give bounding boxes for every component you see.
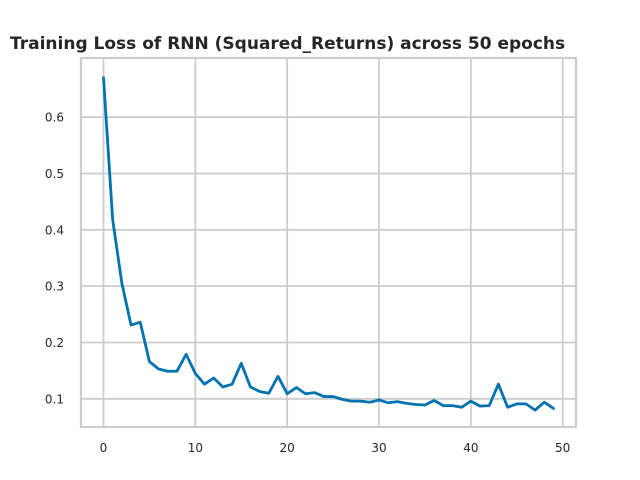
x-tick-label: 40 — [463, 441, 478, 455]
data-point — [240, 362, 243, 365]
data-point — [368, 401, 372, 404]
y-tick-label: 0.4 — [45, 223, 64, 237]
data-point — [194, 372, 197, 375]
y-tick-label: 0.1 — [45, 392, 64, 406]
data-point — [497, 382, 500, 386]
data-point — [276, 375, 280, 378]
data-point — [184, 353, 188, 356]
data-point — [157, 367, 160, 371]
y-tick-label: 0.5 — [45, 167, 64, 181]
data-point — [304, 392, 307, 395]
chart-title: Training Loss of RNN (Squared_Returns) a… — [10, 34, 565, 54]
data-point — [469, 399, 473, 403]
data-point — [478, 404, 482, 408]
data-point — [285, 392, 289, 395]
data-point — [543, 401, 546, 404]
y-tick-label: 0.2 — [45, 336, 64, 350]
data-point — [423, 403, 427, 407]
data-point — [396, 400, 399, 403]
data-point — [139, 321, 142, 324]
y-axis-ticks: 0.1 0.2 0.3 0.4 0.5 0.6 — [45, 111, 64, 407]
series-layer — [102, 76, 555, 412]
data-point — [331, 395, 335, 398]
y-tick-label: 0.6 — [45, 111, 64, 125]
data-point — [515, 402, 518, 406]
data-point — [267, 391, 271, 395]
grid — [81, 58, 576, 427]
data-point — [451, 404, 454, 407]
data-point — [506, 406, 509, 409]
loss-series-line — [102, 76, 555, 412]
data-point — [249, 385, 252, 389]
data-point — [414, 403, 417, 406]
x-tick-label: 50 — [555, 441, 570, 455]
data-point — [258, 390, 261, 393]
data-point — [129, 323, 133, 327]
data-point — [524, 402, 528, 406]
data-point — [322, 395, 326, 398]
data-point — [166, 370, 169, 373]
data-point — [230, 382, 234, 386]
data-point — [432, 399, 436, 402]
data-point — [212, 376, 215, 380]
data-point — [442, 404, 445, 407]
data-point — [533, 408, 537, 412]
data-point — [386, 401, 390, 404]
data-point — [221, 385, 225, 389]
data-point — [295, 386, 298, 389]
x-tick-label: 0 — [100, 441, 108, 455]
y-tick-label: 0.3 — [45, 280, 64, 294]
data-point — [552, 407, 555, 410]
data-point — [405, 402, 408, 405]
data-point — [341, 398, 344, 401]
data-point — [111, 218, 114, 221]
x-axis-ticks: 0 10 20 30 40 50 — [100, 441, 571, 455]
x-tick-label: 10 — [188, 441, 203, 455]
data-point — [203, 382, 206, 386]
data-point — [350, 399, 353, 403]
data-point — [460, 406, 463, 409]
data-point — [120, 282, 124, 285]
data-point — [377, 398, 381, 402]
data-point — [313, 391, 316, 394]
plot-frame — [79, 56, 578, 429]
data-point — [488, 404, 491, 407]
x-tick-label: 30 — [371, 441, 386, 455]
data-point — [359, 399, 362, 403]
data-point — [148, 360, 151, 363]
data-point — [175, 370, 179, 373]
x-tick-label: 20 — [280, 441, 295, 455]
data-point — [102, 76, 105, 79]
